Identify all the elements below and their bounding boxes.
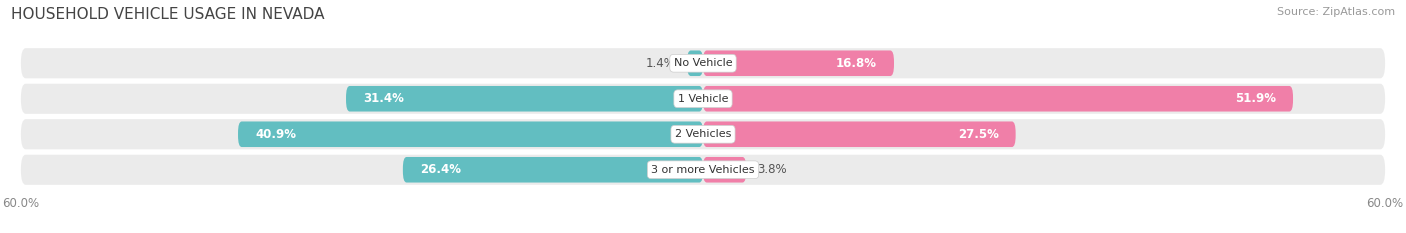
FancyBboxPatch shape [703,51,894,76]
FancyBboxPatch shape [404,157,703,182]
Text: Source: ZipAtlas.com: Source: ZipAtlas.com [1277,7,1395,17]
Text: 2 Vehicles: 2 Vehicles [675,129,731,139]
Text: 16.8%: 16.8% [837,57,877,70]
FancyBboxPatch shape [703,121,1015,147]
Text: No Vehicle: No Vehicle [673,58,733,68]
Text: 1 Vehicle: 1 Vehicle [678,94,728,104]
FancyBboxPatch shape [346,86,703,112]
FancyBboxPatch shape [21,84,1385,114]
FancyBboxPatch shape [703,86,1294,112]
Text: 27.5%: 27.5% [957,128,998,141]
FancyBboxPatch shape [21,119,1385,149]
Text: 3.8%: 3.8% [758,163,787,176]
FancyBboxPatch shape [703,157,747,182]
Text: 31.4%: 31.4% [363,92,404,105]
Text: 1.4%: 1.4% [645,57,676,70]
FancyBboxPatch shape [688,51,703,76]
Text: 40.9%: 40.9% [254,128,297,141]
FancyBboxPatch shape [21,155,1385,185]
Text: 3 or more Vehicles: 3 or more Vehicles [651,165,755,175]
Text: HOUSEHOLD VEHICLE USAGE IN NEVADA: HOUSEHOLD VEHICLE USAGE IN NEVADA [11,7,325,22]
Text: 51.9%: 51.9% [1234,92,1277,105]
Text: 26.4%: 26.4% [420,163,461,176]
FancyBboxPatch shape [238,121,703,147]
FancyBboxPatch shape [21,48,1385,78]
